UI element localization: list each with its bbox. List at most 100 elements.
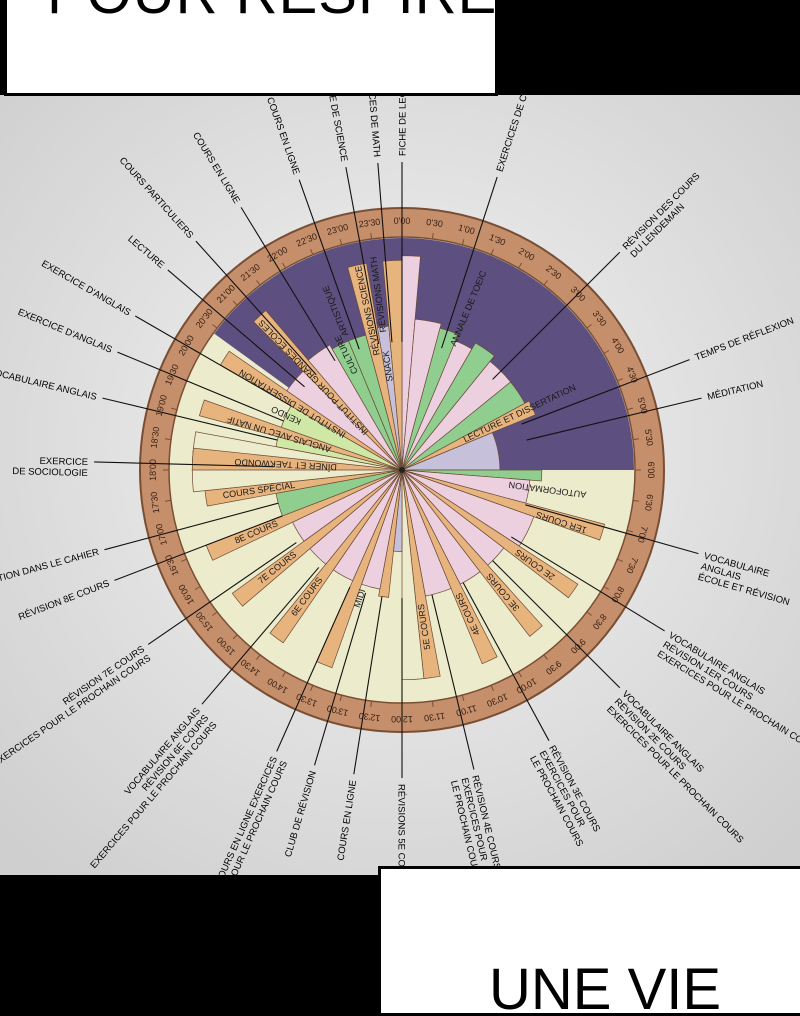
tick-label-47: 23'30 <box>358 217 381 230</box>
tick-mark-1 <box>431 232 434 240</box>
leader-line-3 <box>521 359 690 425</box>
leader-line-14 <box>201 567 320 705</box>
schedule-sector-41 <box>307 344 403 471</box>
tick-mark-13 <box>632 499 640 502</box>
tick-mark-45 <box>310 249 314 255</box>
outer-label-line: RÉVISIONS 5E COURS <box>396 784 407 887</box>
leader-line-18 <box>94 461 274 468</box>
schedule-sector-26 <box>269 469 403 644</box>
tick-mark-42 <box>232 300 238 306</box>
leader-line-24 <box>240 207 336 362</box>
tick-mark-32 <box>194 586 201 590</box>
leader-line-20 <box>117 351 284 422</box>
leader-line-8 <box>462 582 550 741</box>
schedule-sector-40 <box>253 310 403 471</box>
tick-mark-3 <box>490 249 494 255</box>
caption-top-text: POUR RESPIRER. <box>47 0 495 23</box>
outer-label-line: DE SOCIOLOGIE <box>12 466 88 479</box>
schedule-sector-13 <box>401 469 579 599</box>
leader-line-6 <box>510 536 665 632</box>
schedule-sector-11 <box>401 469 606 541</box>
leader-line-4 <box>526 397 702 441</box>
tick-mark-41 <box>212 324 218 329</box>
tick-label-36: 18'00 <box>148 459 158 481</box>
leader-line-23 <box>195 240 317 376</box>
tick-label-2: 1'00 <box>457 222 476 236</box>
tick-mark-19 <box>543 654 548 660</box>
tick-mark-9 <box>617 378 623 382</box>
leader-line-2 <box>492 251 621 380</box>
tick-label-11: 5'30 <box>643 429 655 447</box>
leader-line-26 <box>345 167 380 345</box>
tick-label-35: 17'30 <box>149 491 162 514</box>
leader-line-17 <box>104 502 279 551</box>
leader-line-13 <box>276 586 351 752</box>
leader-line-11 <box>353 596 383 775</box>
leader-line-16 <box>114 515 283 581</box>
tick-mark-5 <box>543 280 548 286</box>
tick-mark-37 <box>164 438 172 441</box>
leader-line-12 <box>313 592 367 766</box>
schedule-sector-2 <box>401 327 459 471</box>
leader-line-5 <box>525 504 699 555</box>
leader-line-21 <box>134 315 292 407</box>
tick-label-37: 18'30 <box>149 426 162 449</box>
tick-mark-4 <box>518 262 522 269</box>
tick-mark-14 <box>626 529 633 533</box>
schedule-sector-36 <box>198 399 403 471</box>
tick-mark-28 <box>282 671 286 678</box>
tick-label-10: 5'00 <box>636 396 650 415</box>
tick-mark-43 <box>256 280 261 286</box>
leader-line-15 <box>147 542 297 645</box>
leader-line-19 <box>102 397 278 441</box>
schedule-sector-4 <box>401 342 495 471</box>
tick-mark-29 <box>256 654 261 660</box>
schedule-sector-28 <box>231 469 403 607</box>
outer-label-line: FICHE DE LECTURE <box>397 65 408 156</box>
leader-line-1 <box>441 176 498 349</box>
tick-mark-25 <box>370 700 373 708</box>
tick-mark-30 <box>232 634 238 640</box>
leader-line-7 <box>492 560 621 689</box>
outer-label-0: FICHE DE LECTURE <box>397 65 408 156</box>
tick-mark-46 <box>339 239 343 246</box>
tick-label-23: 11'30 <box>423 711 445 724</box>
tick-mark-21 <box>490 685 494 691</box>
tick-mark-10 <box>626 407 633 411</box>
outer-label-10: RÉVISIONS 5E COURS <box>396 784 407 887</box>
tick-label-12: 6'00 <box>646 462 656 479</box>
tick-mark-11 <box>632 438 640 441</box>
tick-mark-17 <box>586 611 592 616</box>
tick-mark-16 <box>603 586 610 590</box>
caption-bottom-text: UNE VIE <box>489 957 722 1016</box>
tick-mark-44 <box>282 262 286 269</box>
caption-bubble-top: POUR RESPIRER. <box>4 0 498 96</box>
tick-mark-20 <box>518 671 522 678</box>
inner-label-1: SNACK <box>381 350 395 382</box>
tick-mark-26 <box>339 694 343 701</box>
outer-label-line: EXERCICE <box>39 456 88 468</box>
outer-label-18: EXERCICEDE SOCIOLOGIE <box>12 455 88 479</box>
tick-mark-31 <box>212 611 218 616</box>
schedule-sector-15 <box>401 469 543 637</box>
tick-mark-35 <box>164 499 172 502</box>
leader-line-25 <box>298 179 360 350</box>
schedule-sector-7 <box>401 400 536 471</box>
tick-mark-47 <box>370 232 373 240</box>
leader-line-9 <box>431 594 475 770</box>
tick-mark-27 <box>310 685 314 691</box>
leader-line-27 <box>377 162 393 343</box>
tick-mark-7 <box>586 324 592 329</box>
clock-center <box>399 467 405 473</box>
tick-mark-22 <box>461 694 465 701</box>
tick-label-13: 6'30 <box>643 494 655 512</box>
tick-label-1: 0'30 <box>426 217 444 229</box>
tick-mark-2 <box>461 239 465 246</box>
schedule-sector-44 <box>347 262 403 471</box>
tick-mark-33 <box>181 558 187 562</box>
schedule-sector-17 <box>401 469 498 665</box>
caption-bubble-bottom: UNE VIE <box>378 866 800 1016</box>
schedule-sector-34 <box>191 447 403 471</box>
